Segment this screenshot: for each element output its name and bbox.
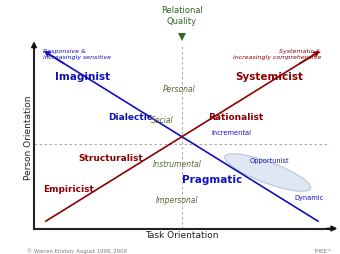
Text: Incremental: Incremental xyxy=(211,130,252,136)
X-axis label: Task Orientation: Task Orientation xyxy=(145,230,219,239)
Text: Personal: Personal xyxy=(163,85,195,94)
Text: Systemicist: Systemicist xyxy=(235,72,303,82)
Text: Rationalist: Rationalist xyxy=(208,113,264,121)
Text: Social: Social xyxy=(151,115,174,124)
Text: Pragmatic: Pragmatic xyxy=(182,174,242,184)
Text: Relational
Quality: Relational Quality xyxy=(161,6,203,26)
Text: Empiricist: Empiricist xyxy=(43,184,94,193)
Text: Dynamic: Dynamic xyxy=(294,195,324,200)
Text: Opportunist: Opportunist xyxy=(250,157,290,163)
Text: Structuralist: Structuralist xyxy=(78,154,143,163)
Text: Instrumental: Instrumental xyxy=(153,159,202,168)
Text: Impersonal: Impersonal xyxy=(156,195,199,204)
Text: Imaginist: Imaginist xyxy=(55,72,110,82)
Text: © Warren Kirston: August 1998, 2009: © Warren Kirston: August 1998, 2009 xyxy=(27,247,127,253)
Text: THEE™: THEE™ xyxy=(314,248,333,253)
Y-axis label: Person Orientation: Person Orientation xyxy=(23,95,33,179)
Text: Responsive &
increasingly sensitive: Responsive & increasingly sensitive xyxy=(43,49,111,60)
Ellipse shape xyxy=(225,154,311,192)
Text: Systematic &
increasingly comprehensive: Systematic & increasingly comprehensive xyxy=(233,49,321,60)
Text: Dialectic: Dialectic xyxy=(108,113,152,121)
